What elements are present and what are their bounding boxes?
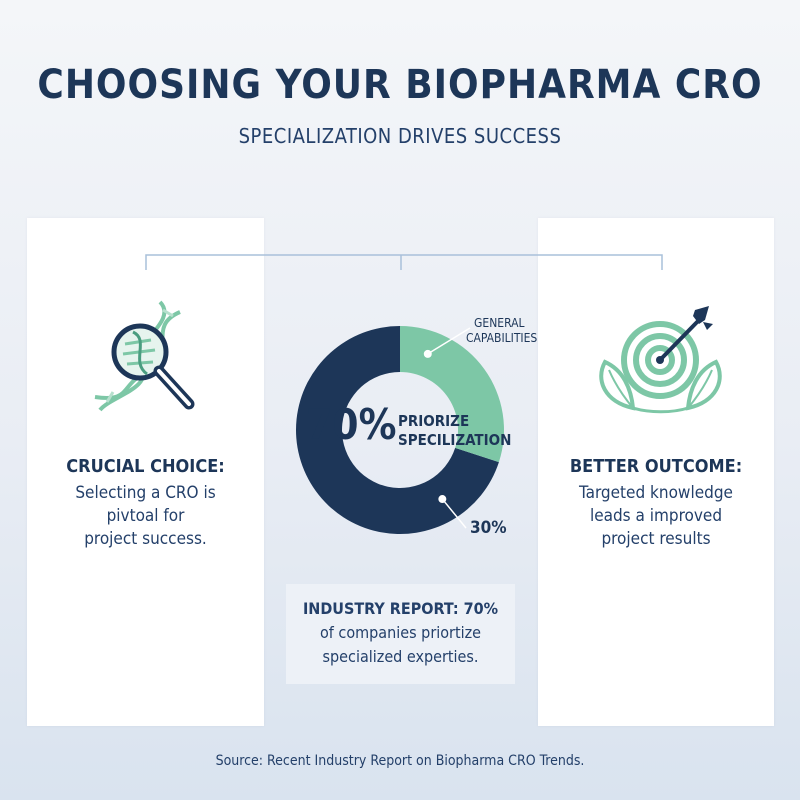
right-card-line-3: project results: [601, 529, 711, 549]
source-citation: Source: Recent Industry Report on Biopha…: [215, 753, 585, 769]
donut-center-label-2: SPECILIZATION: [398, 431, 512, 449]
callout-label-30: 30%: [470, 518, 507, 538]
callout-label-general-2: CAPABILITIES: [466, 331, 538, 345]
target-arrow-icon: [599, 306, 722, 414]
donut-center-label-1: PRIORIZE: [398, 412, 470, 430]
left-card-line-3: project success.: [84, 529, 207, 549]
dna-magnifier-icon: [94, 300, 195, 412]
report-line-3: specialized experties.: [322, 647, 479, 666]
donut-center-value: 70%: [306, 400, 397, 449]
left-card: [27, 218, 264, 726]
left-card-line-2: pivtoal for: [106, 506, 185, 526]
right-card-line-2: leads a improved: [589, 506, 723, 526]
right-card-line-1: Targeted knowledge: [579, 483, 733, 503]
right-card: [538, 218, 774, 726]
page-subtitle: SPECIALIZATION DRIVES SUCCESS: [238, 124, 562, 148]
callout-line-30: [441, 498, 467, 529]
left-card-line-1: Selecting a CRO is: [75, 483, 216, 503]
donut-slice-specialization: [296, 326, 499, 534]
donut-chart: [296, 326, 504, 534]
report-line-2: of companies priortize: [319, 623, 482, 642]
left-card-heading: CRUCIAL CHOICE:: [66, 456, 225, 477]
report-heading: INDUSTRY REPORT: 70%: [302, 599, 499, 618]
donut-slice-general: [400, 326, 504, 463]
callout-label-general-1: GENERAL: [474, 316, 525, 330]
bracket-connector: [145, 254, 663, 270]
page-title: CHOOSING YOUR BIOPHARMA CRO: [37, 62, 763, 108]
callout-line-general: [427, 327, 471, 355]
industry-report-box: INDUSTRY REPORT: 70% of companies priort…: [286, 584, 515, 684]
right-card-heading: BETTER OUTCOME:: [569, 456, 743, 477]
